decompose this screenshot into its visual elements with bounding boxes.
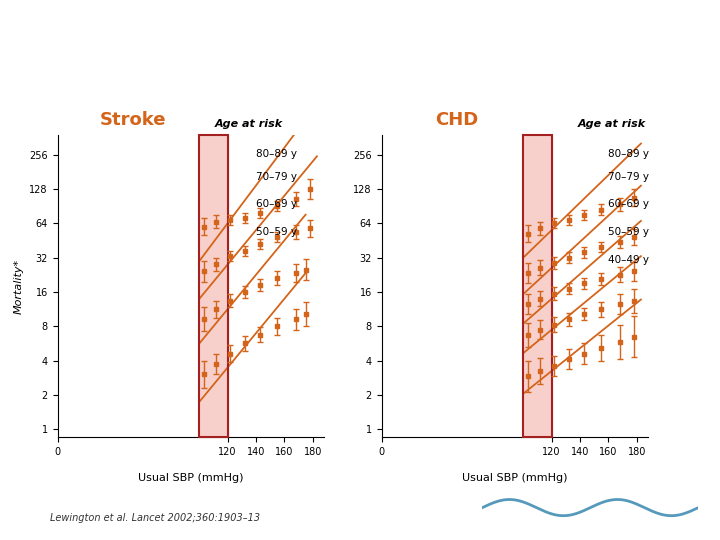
Text: 40–49 y: 40–49 y — [608, 255, 649, 265]
Text: 50–59 y: 50–59 y — [608, 227, 649, 237]
Text: 70–79 y: 70–79 y — [256, 172, 297, 182]
Text: 60–69 y: 60–69 y — [256, 199, 297, 209]
Bar — [199, 135, 228, 437]
Text: 50–59 y: 50–59 y — [256, 227, 297, 237]
Text: Age at risk: Age at risk — [215, 118, 282, 129]
Text: 70–79 y: 70–79 y — [608, 172, 649, 182]
Text: Usual SBP (mmHg): Usual SBP (mmHg) — [462, 473, 567, 483]
Text: CHD: CHD — [436, 111, 479, 129]
Text: Usual SBP (mmHg): Usual SBP (mmHg) — [138, 473, 243, 483]
Text: 80–89 y: 80–89 y — [608, 149, 649, 159]
Y-axis label: Mortality*: Mortality* — [14, 259, 24, 314]
Text: as a function of Systolic BP: as a function of Systolic BP — [189, 83, 531, 103]
Bar — [523, 135, 552, 437]
Bar — [523, 135, 552, 437]
Text: Lewington et al. Lancet 2002;360:1903–13: Lewington et al. Lancet 2002;360:1903–13 — [50, 514, 261, 523]
Text: Age at risk: Age at risk — [578, 118, 646, 129]
Bar — [199, 135, 228, 437]
Text: 60–69 y: 60–69 y — [608, 199, 649, 209]
Text: 80–89 y: 80–89 y — [256, 149, 297, 159]
Text: Stroke: Stroke — [100, 111, 166, 129]
Text: Stroke and Ischemic Heart Disease (CHD): Stroke and Ischemic Heart Disease (CHD) — [100, 31, 620, 52]
